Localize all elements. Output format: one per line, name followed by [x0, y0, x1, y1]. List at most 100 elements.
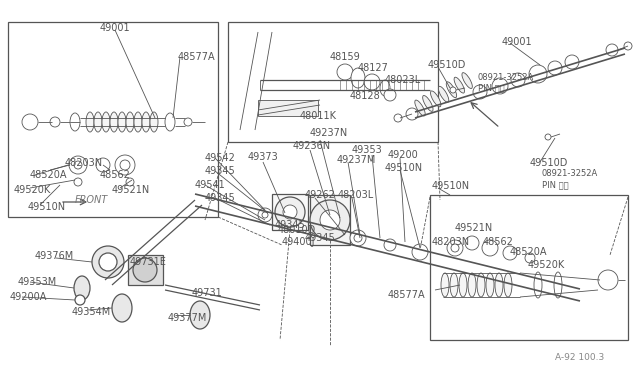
Text: 49236N: 49236N: [293, 141, 331, 151]
Text: 49510N: 49510N: [28, 202, 66, 212]
Ellipse shape: [415, 100, 425, 116]
Text: 49200: 49200: [388, 150, 419, 160]
Text: 49731E: 49731E: [130, 257, 167, 267]
Text: 49510D: 49510D: [530, 158, 568, 168]
Ellipse shape: [450, 273, 458, 297]
Circle shape: [337, 64, 353, 80]
Circle shape: [258, 208, 272, 222]
Circle shape: [184, 118, 192, 126]
Ellipse shape: [142, 112, 150, 132]
Bar: [430, 195, 628, 340]
Circle shape: [465, 236, 479, 250]
Circle shape: [99, 253, 117, 271]
Ellipse shape: [477, 273, 485, 297]
Circle shape: [275, 197, 305, 227]
Ellipse shape: [534, 272, 542, 298]
Text: FRONT: FRONT: [75, 195, 108, 205]
Ellipse shape: [118, 112, 126, 132]
Ellipse shape: [70, 113, 80, 131]
Circle shape: [606, 44, 618, 56]
Text: 49400J: 49400J: [282, 237, 316, 247]
Text: 49377M: 49377M: [168, 313, 207, 323]
Circle shape: [96, 158, 110, 172]
Circle shape: [350, 230, 366, 246]
Ellipse shape: [459, 273, 467, 297]
Circle shape: [451, 244, 459, 252]
Circle shape: [598, 270, 618, 290]
Circle shape: [92, 246, 124, 278]
Text: 48203N: 48203N: [65, 158, 103, 168]
Circle shape: [74, 161, 82, 169]
Circle shape: [473, 85, 487, 99]
Text: 49510N: 49510N: [432, 181, 470, 191]
Text: 49521N: 49521N: [455, 223, 493, 233]
Ellipse shape: [190, 301, 210, 329]
Circle shape: [384, 89, 396, 101]
Circle shape: [22, 114, 38, 130]
Circle shape: [354, 234, 362, 242]
Text: 48203L: 48203L: [338, 190, 374, 200]
Circle shape: [133, 258, 157, 282]
Circle shape: [412, 244, 428, 260]
Text: 08921-3252A: 08921-3252A: [478, 74, 534, 83]
Circle shape: [482, 240, 498, 256]
Ellipse shape: [94, 112, 102, 132]
Ellipse shape: [454, 77, 465, 93]
Ellipse shape: [441, 273, 449, 297]
Text: 49353M: 49353M: [18, 277, 57, 287]
Circle shape: [545, 134, 551, 140]
Bar: [8, 22, 218, 217]
Text: 49200A: 49200A: [10, 292, 47, 302]
Bar: [228, 22, 438, 142]
Text: 48562: 48562: [100, 170, 131, 180]
Circle shape: [624, 42, 632, 50]
Text: 49001: 49001: [100, 23, 131, 33]
Circle shape: [283, 205, 297, 219]
Ellipse shape: [150, 112, 158, 132]
Circle shape: [406, 108, 418, 120]
Text: 49001: 49001: [502, 37, 532, 47]
Text: 49510N: 49510N: [385, 163, 423, 173]
Text: 48520A: 48520A: [510, 247, 547, 257]
Bar: [128, 255, 163, 285]
Circle shape: [320, 210, 340, 230]
Ellipse shape: [165, 113, 175, 131]
Circle shape: [310, 200, 350, 240]
Text: 49373: 49373: [248, 152, 279, 162]
Text: 49345: 49345: [205, 166, 236, 176]
Circle shape: [492, 78, 508, 94]
Text: 49354M: 49354M: [72, 307, 111, 317]
Text: 48023L: 48023L: [385, 75, 421, 85]
Text: 08921-3252A: 08921-3252A: [542, 170, 598, 179]
Bar: [258, 100, 318, 116]
Text: 48011K: 48011K: [300, 111, 337, 121]
Circle shape: [74, 178, 82, 186]
Text: 49520K: 49520K: [528, 260, 565, 270]
Text: 49376M: 49376M: [35, 251, 74, 261]
Circle shape: [120, 160, 130, 170]
Circle shape: [75, 295, 85, 305]
Circle shape: [126, 178, 134, 186]
Text: 49541: 49541: [195, 180, 226, 190]
Circle shape: [394, 114, 402, 122]
Text: 49262: 49262: [305, 190, 336, 200]
Ellipse shape: [431, 91, 441, 107]
Ellipse shape: [134, 112, 142, 132]
Ellipse shape: [486, 273, 494, 297]
Ellipse shape: [74, 276, 90, 300]
Bar: [272, 194, 308, 230]
Text: 48127: 48127: [358, 63, 389, 73]
Ellipse shape: [126, 112, 134, 132]
Ellipse shape: [351, 68, 365, 88]
Circle shape: [364, 74, 380, 90]
Ellipse shape: [110, 112, 118, 132]
Ellipse shape: [380, 80, 390, 96]
Text: 49237N: 49237N: [310, 128, 348, 138]
Text: 49510D: 49510D: [428, 60, 467, 70]
Text: 48128: 48128: [350, 91, 381, 101]
Text: 49542: 49542: [205, 153, 236, 163]
Ellipse shape: [504, 273, 512, 297]
Text: PIN ビン: PIN ビン: [542, 180, 568, 189]
Text: 49353: 49353: [352, 145, 383, 155]
Ellipse shape: [468, 273, 476, 297]
